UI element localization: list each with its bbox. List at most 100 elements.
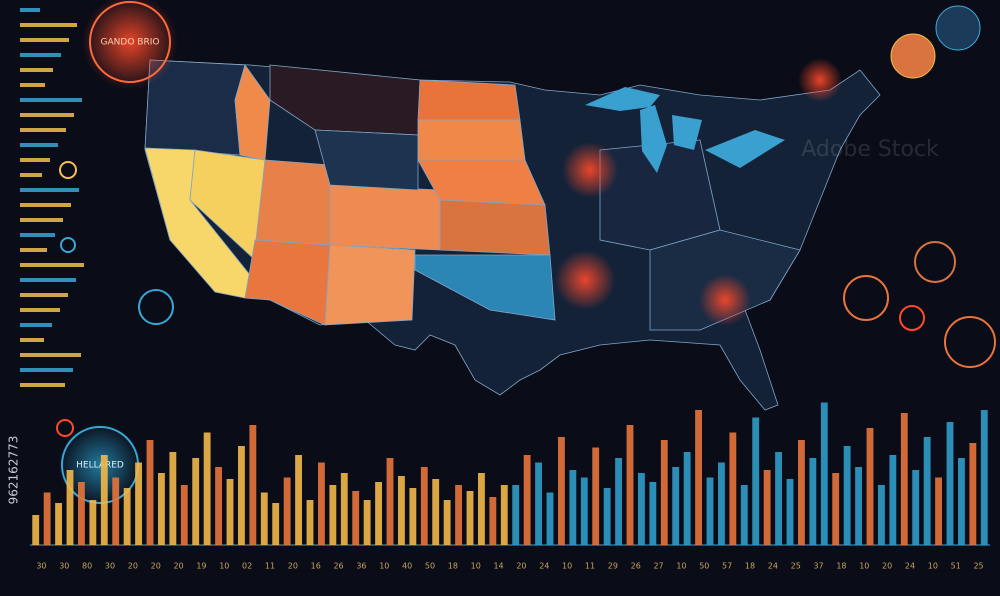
badge-label: GANDO BRIO xyxy=(101,38,160,48)
axis-label: 26 xyxy=(631,562,641,571)
axis-label: 50 xyxy=(425,562,435,571)
bar xyxy=(523,455,531,545)
bar xyxy=(900,413,908,545)
axis-label: 50 xyxy=(699,562,709,571)
bar xyxy=(740,485,748,545)
bar xyxy=(958,458,965,545)
state xyxy=(329,184,441,251)
bar xyxy=(729,432,737,545)
bar xyxy=(798,440,805,545)
axis-label: 30 xyxy=(105,562,115,571)
bar xyxy=(580,477,588,545)
stripe xyxy=(20,113,74,117)
bar xyxy=(295,455,302,545)
axis-label: 30 xyxy=(59,562,69,571)
watermark: Adobe Stock xyxy=(801,137,939,162)
stripe xyxy=(20,308,60,312)
bar xyxy=(215,467,222,545)
axis-label: 20 xyxy=(516,562,526,571)
bar xyxy=(363,500,371,545)
bar xyxy=(249,425,257,545)
bar xyxy=(478,473,485,545)
stripe xyxy=(20,383,65,387)
heat-spot xyxy=(555,250,615,310)
bar xyxy=(112,477,120,545)
bar xyxy=(340,473,348,545)
bar xyxy=(318,462,325,545)
heat-spot xyxy=(798,58,842,102)
bar xyxy=(455,485,462,545)
bar xyxy=(695,410,702,545)
ring xyxy=(60,237,76,253)
axis-label: 27 xyxy=(653,562,663,571)
axis-label: 16 xyxy=(311,562,321,571)
ring xyxy=(944,316,996,368)
bar xyxy=(283,477,291,545)
axis-label: 37 xyxy=(813,562,823,571)
axis-label: 57 xyxy=(722,562,732,571)
heat-spot xyxy=(562,142,618,198)
stripe xyxy=(20,233,55,237)
bar xyxy=(820,402,828,545)
ring xyxy=(899,305,925,331)
bar xyxy=(935,477,942,545)
bar xyxy=(66,470,74,545)
bar xyxy=(706,477,714,545)
bar xyxy=(32,515,40,545)
axis-label: 10 xyxy=(219,562,229,571)
axis-label: 29 xyxy=(608,562,618,571)
bar xyxy=(638,473,645,545)
bar xyxy=(592,447,600,545)
axis-label: 10 xyxy=(562,562,572,571)
right-panel: Adobe Stock xyxy=(801,5,996,368)
state xyxy=(417,79,521,121)
bar xyxy=(718,462,725,545)
state xyxy=(417,119,526,161)
bar xyxy=(752,417,760,545)
ring xyxy=(138,289,174,325)
axis-label: 30 xyxy=(36,562,46,571)
bar xyxy=(649,482,657,545)
bar xyxy=(615,458,622,545)
stripe xyxy=(20,203,71,207)
axis-label: 11 xyxy=(585,562,595,571)
bar xyxy=(569,470,577,545)
bar xyxy=(946,422,954,545)
bar xyxy=(466,491,474,545)
axis-label: 80 xyxy=(82,562,92,571)
stripe xyxy=(20,263,84,267)
bar xyxy=(306,500,314,545)
axis-label: 20 xyxy=(151,562,161,571)
axis-label: 20 xyxy=(128,562,138,571)
bar xyxy=(878,485,885,545)
bar xyxy=(786,479,794,545)
bar xyxy=(100,455,108,545)
stripe xyxy=(20,278,76,282)
badge-ring xyxy=(89,1,171,83)
axis-label: 18 xyxy=(745,562,755,571)
badge xyxy=(82,0,178,90)
stripe xyxy=(20,248,47,252)
watermark-id: 962162773 xyxy=(7,436,21,505)
bar xyxy=(855,467,862,545)
stripe xyxy=(20,38,69,42)
axis-label: 24 xyxy=(768,562,778,571)
bar xyxy=(775,452,782,545)
bar xyxy=(192,458,200,545)
axis-label: 51 xyxy=(951,562,961,571)
bar xyxy=(420,467,428,545)
axis-label: 24 xyxy=(905,562,915,571)
ring xyxy=(56,419,74,437)
bar xyxy=(809,458,817,545)
bar xyxy=(352,491,360,545)
bar xyxy=(535,462,542,545)
bar xyxy=(432,479,440,545)
bar xyxy=(386,458,394,545)
stripe xyxy=(20,8,40,12)
bar xyxy=(272,503,280,545)
bar xyxy=(489,497,497,545)
state xyxy=(324,244,416,326)
bar xyxy=(158,473,165,545)
state xyxy=(234,64,271,161)
